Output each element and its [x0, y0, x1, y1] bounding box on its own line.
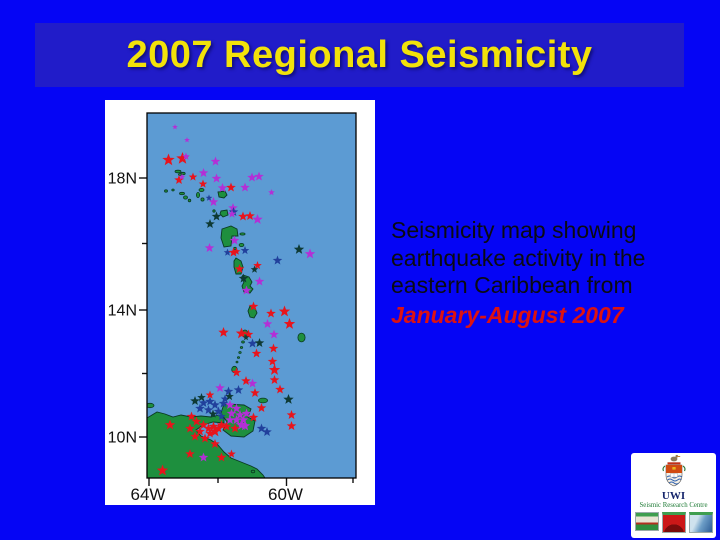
caption-line-1: Seismicity map showing — [391, 217, 637, 243]
uwi-src-logo: UWI Seismic Research Centre — [631, 453, 716, 538]
svg-text:18N: 18N — [108, 171, 137, 188]
logo-org-name: UWI — [661, 490, 686, 502]
svg-text:14N: 14N — [108, 303, 137, 320]
logo-thumbnails — [634, 512, 713, 533]
logo-thumbnail-volcano-photo — [661, 512, 686, 533]
map-plot-border — [146, 112, 357, 479]
logo-subtitle: Seismic Research Centre — [639, 502, 708, 509]
logo-thumbnail-field-photo — [634, 512, 659, 531]
caption-line-3: eastern Caribbean from — [391, 272, 633, 298]
slide-title: 2007 Regional Seismicity — [126, 33, 593, 76]
caption-line-2: earthquake activity in the — [391, 244, 646, 271]
svg-text:64W: 64W — [131, 485, 166, 504]
svg-text:10N: 10N — [108, 430, 137, 447]
caption-date-range: January-August 2007 — [391, 301, 624, 328]
caption: Seismicity map showing earthquake activi… — [391, 217, 679, 329]
seismicity-map-panel: 18N 14N 10N 64W 60W — [105, 100, 375, 505]
uwi-crest-icon — [661, 454, 686, 487]
seismicity-map: 18N 14N 10N 64W 60W — [108, 112, 357, 504]
logo-thumbnail-wave-photo — [688, 512, 713, 533]
map-earthquake-stars — [156, 124, 316, 476]
title-bar: 2007 Regional Seismicity — [35, 23, 684, 87]
svg-text:60W: 60W — [268, 485, 303, 504]
map-axes: 18N 14N 10N 64W 60W — [108, 171, 354, 504]
